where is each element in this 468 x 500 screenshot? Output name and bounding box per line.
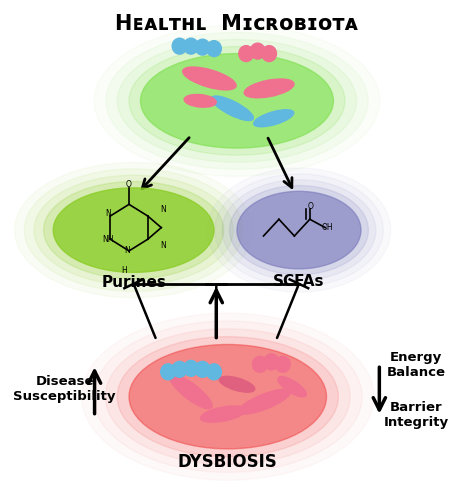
Circle shape xyxy=(253,356,267,372)
Circle shape xyxy=(172,38,187,54)
Text: OH: OH xyxy=(322,223,333,232)
Text: O: O xyxy=(308,202,314,211)
Text: N: N xyxy=(160,205,166,214)
Ellipse shape xyxy=(222,180,376,280)
Ellipse shape xyxy=(129,344,327,449)
Text: H: H xyxy=(122,266,127,275)
Ellipse shape xyxy=(239,390,291,414)
Text: Disease
Susceptibility: Disease Susceptibility xyxy=(14,375,116,403)
Circle shape xyxy=(183,360,198,376)
Ellipse shape xyxy=(244,79,294,98)
Text: N: N xyxy=(124,246,130,256)
Ellipse shape xyxy=(212,96,253,120)
Ellipse shape xyxy=(184,94,216,107)
Ellipse shape xyxy=(129,46,345,155)
Ellipse shape xyxy=(183,67,236,90)
Text: DYSBIOSIS: DYSBIOSIS xyxy=(178,453,278,471)
Circle shape xyxy=(207,364,221,380)
Ellipse shape xyxy=(237,192,361,269)
Circle shape xyxy=(250,43,265,59)
Circle shape xyxy=(161,364,176,380)
Circle shape xyxy=(195,362,210,378)
Text: SCFAs: SCFAs xyxy=(273,274,325,289)
Ellipse shape xyxy=(278,376,306,397)
Circle shape xyxy=(172,362,187,378)
Ellipse shape xyxy=(53,188,214,272)
Ellipse shape xyxy=(34,175,233,285)
Ellipse shape xyxy=(219,376,255,392)
Circle shape xyxy=(262,46,277,62)
Ellipse shape xyxy=(106,32,368,170)
Circle shape xyxy=(239,46,254,62)
Text: Energy
Balance: Energy Balance xyxy=(387,352,446,380)
Text: N: N xyxy=(105,209,111,218)
Text: N: N xyxy=(160,241,166,250)
Ellipse shape xyxy=(117,336,338,456)
Circle shape xyxy=(276,356,290,372)
Text: O: O xyxy=(126,180,132,190)
Text: Hᴇᴀʟᴛʜʟ  Mɪᴄʀᴏʙɪᴏᴛᴀ: Hᴇᴀʟᴛʜʟ Mɪᴄʀᴏʙɪᴏᴛᴀ xyxy=(116,14,358,34)
Ellipse shape xyxy=(229,186,368,274)
Ellipse shape xyxy=(254,110,294,127)
Ellipse shape xyxy=(170,374,212,408)
Ellipse shape xyxy=(140,54,333,148)
Circle shape xyxy=(207,40,221,56)
Ellipse shape xyxy=(117,40,357,162)
Ellipse shape xyxy=(24,169,243,292)
Ellipse shape xyxy=(200,406,246,422)
Text: Purines: Purines xyxy=(101,275,166,290)
Circle shape xyxy=(264,354,279,370)
Ellipse shape xyxy=(44,182,224,278)
Text: Barrier
Integrity: Barrier Integrity xyxy=(383,401,449,429)
Ellipse shape xyxy=(105,329,350,464)
Circle shape xyxy=(183,38,198,54)
Circle shape xyxy=(195,39,210,55)
Text: NH: NH xyxy=(102,235,114,244)
